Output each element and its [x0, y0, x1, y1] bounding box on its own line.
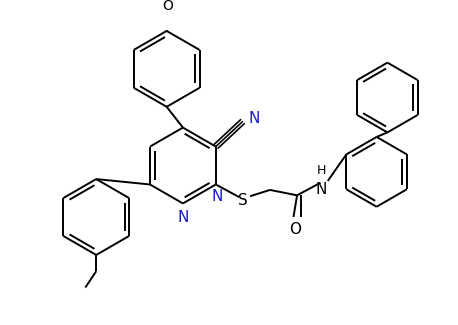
- Text: N: N: [212, 189, 224, 204]
- Text: S: S: [238, 193, 248, 208]
- Text: N: N: [177, 210, 189, 225]
- Text: O: O: [162, 0, 173, 13]
- Text: N: N: [248, 111, 260, 126]
- Text: N: N: [316, 182, 327, 197]
- Text: H: H: [317, 164, 326, 177]
- Text: O: O: [289, 222, 301, 237]
